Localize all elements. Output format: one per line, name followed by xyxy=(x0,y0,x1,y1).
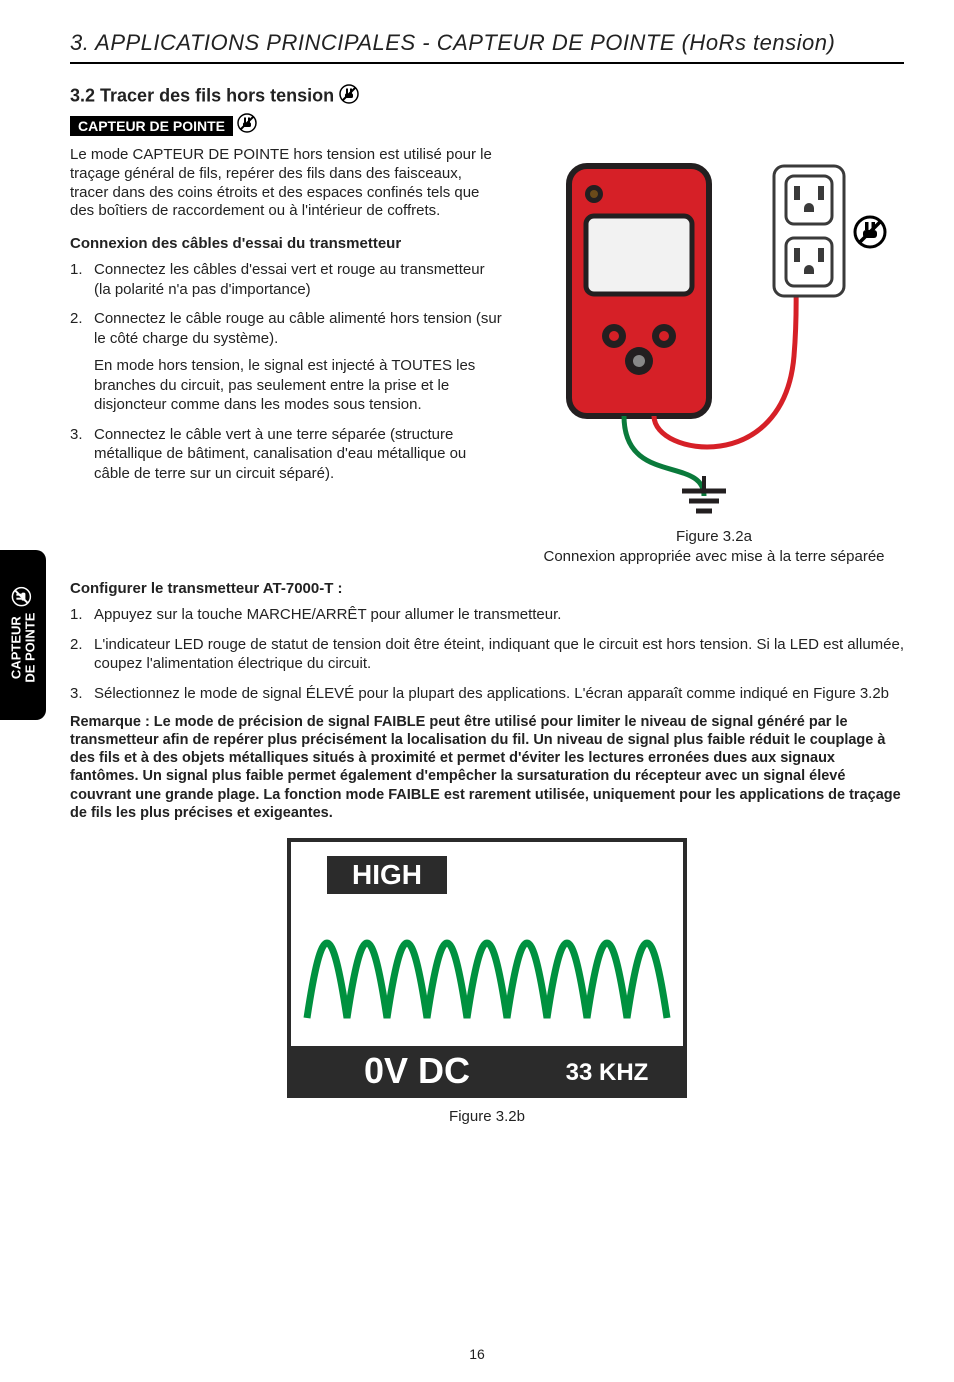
screen-freq: 33 KHZ xyxy=(566,1059,649,1086)
figure-caption-text: Connexion appropriée avec mise à la terr… xyxy=(543,548,884,565)
screen-mode-label: HIGH xyxy=(352,859,422,890)
section-heading-text: 3.2 Tracer des fils hors tension xyxy=(70,85,334,105)
list-item: 2. Connectez le câble rouge au câble ali… xyxy=(94,309,504,415)
item-number: 1. xyxy=(70,260,83,280)
configurer-list: 1. Appuyez sur la touche MARCHE/ARRÊT po… xyxy=(70,605,904,703)
item-number: 2. xyxy=(70,635,83,655)
badge-row: CAPTEUR DE POINTE xyxy=(70,113,904,138)
item-number: 2. xyxy=(70,309,83,329)
item-text: Connectez le câble rouge au câble alimen… xyxy=(94,310,502,347)
list-item: 3. Sélectionnez le mode de signal ÉLEVÉ … xyxy=(94,684,904,704)
item-subtext: En mode hors tension, le signal est inje… xyxy=(94,356,504,415)
item-text: Connectez le câble vert à une terre sépa… xyxy=(94,426,466,482)
intro-paragraph: Le mode CAPTEUR DE POINTE hors tension e… xyxy=(70,146,504,221)
remarque-note: Remarque : Le mode de précision de signa… xyxy=(70,713,904,822)
item-number: 3. xyxy=(70,684,83,704)
list-item: 1. Connectez les câbles d'essai vert et … xyxy=(94,260,504,299)
crossed-plug-icon xyxy=(339,84,359,109)
figure-label: Figure 3.2a xyxy=(676,528,752,545)
connexion-list: 1. Connectez les câbles d'essai vert et … xyxy=(70,260,504,483)
item-text: L'indicateur LED rouge de statut de tens… xyxy=(94,636,904,673)
screen-voltage: 0V DC xyxy=(364,1050,470,1091)
item-number: 3. xyxy=(70,425,83,445)
page-header-title: 3. APPLICATIONS PRINCIPALES - CAPTEUR DE… xyxy=(70,30,904,64)
figure-3-2b-screen: HIGH 0V DC 33 KHZ xyxy=(287,838,687,1098)
side-tab-line2: DE POINTE xyxy=(22,613,37,683)
configurer-title: Configurer le transmetteur AT-7000-T : xyxy=(70,580,904,597)
item-text: Connectez les câbles d'essai vert et rou… xyxy=(94,261,485,298)
crossed-plug-icon xyxy=(237,113,257,138)
figure-3-2a-diagram xyxy=(534,146,894,516)
connexion-title: Connexion des câbles d'essai du transmet… xyxy=(70,235,504,252)
list-item: 1. Appuyez sur la touche MARCHE/ARRÊT po… xyxy=(94,605,904,625)
item-number: 1. xyxy=(70,605,83,625)
list-item: 3. Connectez le câble vert à une terre s… xyxy=(94,425,504,484)
mode-badge: CAPTEUR DE POINTE xyxy=(70,116,233,136)
side-tab-text: CAPTEUR DE POINTE xyxy=(9,613,36,683)
side-tab: CAPTEUR DE POINTE xyxy=(0,550,46,720)
section-heading: 3.2 Tracer des fils hors tension xyxy=(70,84,904,109)
page-number: 16 xyxy=(0,1346,954,1362)
figure-3-2b-label: Figure 3.2b xyxy=(70,1108,904,1125)
item-text: Sélectionnez le mode de signal ÉLEVÉ pou… xyxy=(94,685,889,702)
figure-3-2a-caption: Figure 3.2a Connexion appropriée avec mi… xyxy=(524,527,904,566)
item-text: Appuyez sur la touche MARCHE/ARRÊT pour … xyxy=(94,606,561,623)
list-item: 2. L'indicateur LED rouge de statut de t… xyxy=(94,635,904,674)
crossed-plug-icon xyxy=(12,587,35,607)
